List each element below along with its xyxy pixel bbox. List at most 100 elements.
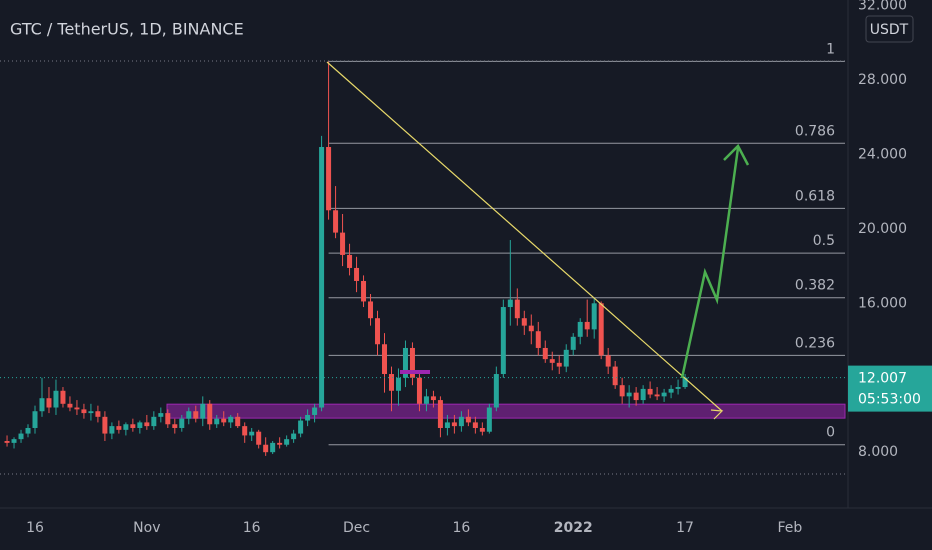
candle-body	[661, 392, 667, 397]
candle-body	[4, 441, 10, 443]
candle-body	[39, 398, 45, 412]
candle-body	[144, 422, 150, 427]
fib-label: 0.5	[813, 233, 835, 249]
axis-layer: 8.00012.00016.00020.00024.00028.00032.00…	[26, 0, 932, 536]
support-zone	[166, 403, 846, 419]
candle-body	[116, 426, 122, 430]
candle-body	[347, 254, 353, 268]
x-tick-label: 2022	[554, 520, 593, 536]
countdown-label: 05:53:00	[858, 392, 921, 408]
candle-body	[388, 374, 394, 391]
candle-body	[123, 424, 129, 430]
candle-body	[88, 411, 94, 414]
candle-body	[626, 392, 632, 397]
candle-body	[647, 388, 653, 395]
chart-title: GTC / TetherUS, 1D, BINANCE	[10, 20, 244, 39]
candle-body	[200, 403, 206, 419]
trend-arrow	[710, 409, 724, 420]
candle-body	[172, 424, 178, 428]
candle-body	[270, 442, 276, 453]
candle-body	[60, 390, 66, 404]
candle-body	[186, 411, 192, 419]
candle-body	[402, 347, 408, 378]
candle-body	[284, 439, 290, 445]
candle-body	[312, 407, 318, 415]
candle-body	[493, 374, 499, 408]
candle-body	[263, 444, 269, 453]
candle-body	[333, 210, 339, 233]
candle-body	[235, 416, 241, 427]
candle-body	[361, 280, 367, 302]
candle-body	[109, 426, 115, 434]
candle-body	[682, 377, 688, 388]
currency-label[interactable]: USDT	[870, 22, 909, 38]
candle-body	[416, 377, 422, 404]
candle-body	[437, 400, 443, 428]
candle-body	[395, 377, 401, 391]
currency-box[interactable]	[865, 15, 914, 43]
x-tick-label: Dec	[343, 520, 370, 536]
candle-body	[53, 390, 59, 408]
candle-body	[612, 366, 618, 386]
candle-body	[409, 347, 415, 378]
candle-body	[298, 420, 304, 434]
x-tick-label: Nov	[133, 520, 160, 536]
candle-body	[102, 416, 108, 434]
candle-body	[11, 439, 17, 443]
candle-body	[375, 318, 381, 345]
candle-body	[535, 331, 541, 348]
candle-body	[675, 387, 681, 389]
candle-body	[305, 414, 311, 421]
y-tick-label: 24.000	[858, 146, 907, 162]
candle-body	[584, 321, 590, 330]
candle-body	[137, 422, 143, 428]
candle-body	[221, 418, 227, 423]
candle-body	[605, 355, 611, 367]
candle-body	[193, 411, 199, 419]
candle-body	[25, 427, 31, 434]
candle-body	[277, 442, 283, 445]
fib-label: 1	[826, 41, 835, 57]
candle-body	[563, 349, 569, 367]
candle-body	[18, 433, 24, 440]
candle-body	[81, 409, 87, 414]
candle-body	[549, 359, 555, 363]
candle-body	[214, 418, 220, 425]
candle-body	[74, 407, 80, 410]
drawings	[0, 60, 848, 475]
fib-label: 0.382	[795, 278, 835, 294]
y-tick-label: 20.000	[858, 221, 907, 237]
candle-body	[542, 347, 548, 360]
last-price-tag	[848, 365, 932, 412]
candle-body	[486, 407, 492, 432]
candle-body	[340, 232, 346, 255]
candle-body	[668, 388, 674, 393]
candle-body	[479, 427, 485, 432]
candle-body	[151, 416, 157, 427]
candle-body	[570, 336, 576, 350]
candle-body	[326, 147, 332, 211]
y-tick-label: 32.000	[858, 0, 907, 14]
candle-body	[598, 303, 604, 356]
x-tick-label: Feb	[778, 520, 803, 536]
candle-body	[67, 403, 73, 408]
plot-layer	[0, 61, 848, 456]
candle-body	[46, 398, 52, 408]
candle-body	[319, 147, 325, 408]
candle-body	[500, 307, 506, 375]
fib-label: 0.786	[795, 123, 835, 139]
candle-body	[451, 422, 457, 427]
candle-body	[165, 413, 171, 425]
candle-body	[507, 299, 513, 308]
candle-body	[619, 385, 625, 397]
candle-body	[179, 418, 185, 428]
y-tick-label: 8.000	[858, 444, 898, 460]
y-tick-label: 28.000	[858, 72, 907, 88]
candle-body	[444, 422, 450, 428]
candle-body	[458, 416, 464, 427]
candle-body	[95, 411, 101, 417]
candle-body	[640, 388, 646, 401]
